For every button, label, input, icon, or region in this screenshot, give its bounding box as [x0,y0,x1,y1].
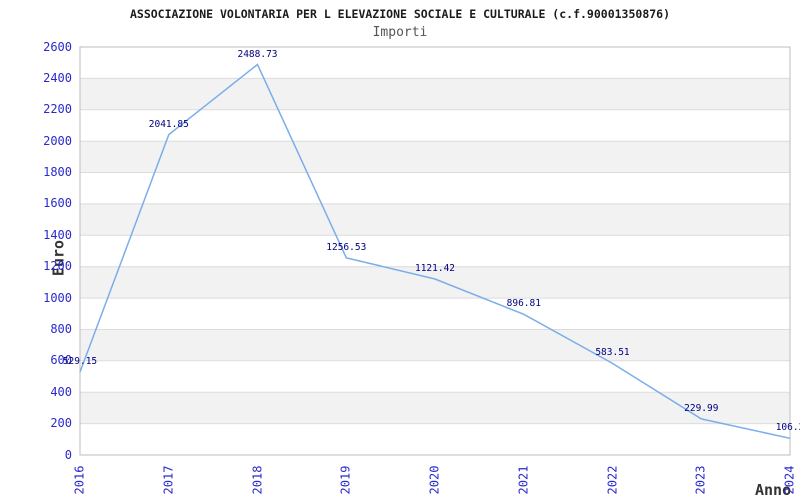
x-axis-tick-label: 2017 [161,465,176,495]
y-axis-tick-label: 2400 [43,70,72,85]
value-label: 1256.53 [326,241,367,253]
y-axis-tick-label: 1000 [43,290,72,305]
y-axis-tick-label: 1400 [43,227,72,242]
x-axis-tick-label: 2022 [605,465,619,495]
band [80,203,790,236]
x-axis-tick-label: 2016 [72,465,87,495]
value-label: 583.51 [595,347,630,359]
y-axis-tick-label: 1800 [43,165,72,179]
value-label: 896.81 [506,298,541,310]
y-axis-tick-label: 1600 [43,196,72,211]
y-axis-tick-label: 800 [50,322,72,336]
y-axis-tick-label: 1200 [43,259,72,274]
band [80,78,790,110]
y-axis-tick-label: 200 [50,416,72,431]
x-axis-tick-label: 2019 [338,465,353,495]
band [80,329,790,361]
value-label: 2041.85 [148,118,189,130]
band [80,266,790,299]
y-axis-tick-label: 2200 [43,102,72,117]
x-axis-tick-label: 2020 [427,465,442,495]
x-axis-title: Anno [755,481,792,499]
series-line [79,63,791,440]
y-axis-tick-label: 2600 [43,39,72,54]
y-axis-tick-label: 0 [64,447,72,462]
chart-subtitle: Importi [372,25,428,40]
value-label: 106.2 [775,422,800,434]
band [80,392,790,424]
value-label: 1121.42 [414,263,456,274]
chart-title: ASSOCIAZIONE VOLONTARIA PER L ELEVAZIONE… [129,7,671,21]
x-axis-tick-label: 2023 [693,465,708,495]
plot-frame [79,46,791,456]
value-label: 529.15 [62,356,98,367]
y-axis-tick-label: 2000 [43,133,72,148]
value-label: 229.99 [684,402,719,414]
x-axis-tick-label: 2018 [250,465,264,495]
y-axis-tick-label: 600 [50,353,72,368]
x-axis-tick-label: 2024 [782,465,797,495]
band [80,141,790,173]
x-axis-tick-label: 2021 [516,465,531,495]
value-label: 2488.73 [237,48,278,60]
y-axis-tick-label: 400 [50,384,72,399]
